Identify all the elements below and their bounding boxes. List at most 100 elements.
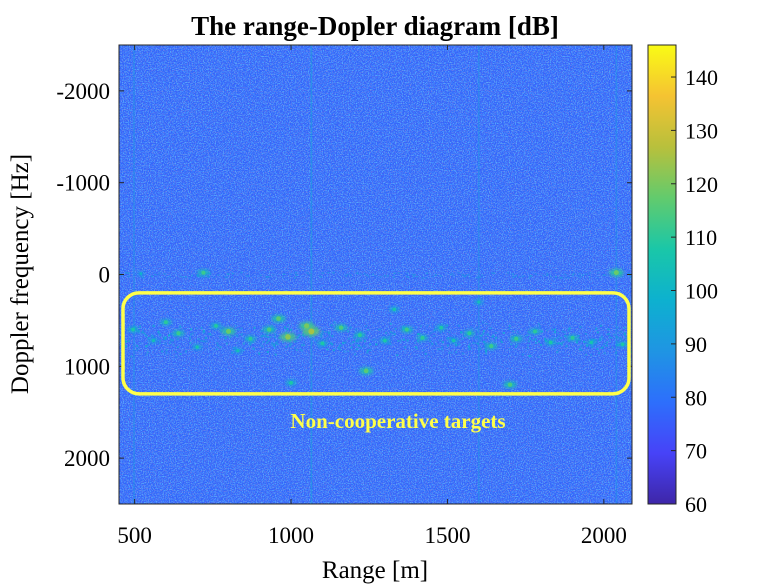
- clutter-cell: [295, 340, 298, 343]
- clutter-cell: [343, 350, 346, 353]
- clutter-cell: [271, 342, 274, 345]
- target-point: [320, 341, 325, 346]
- clutter-cell: [552, 335, 555, 338]
- clutter-cell: [258, 352, 261, 355]
- clutter-cell: [479, 347, 482, 350]
- clutter-cell: [556, 337, 559, 339]
- clutter-cell: [234, 346, 237, 349]
- colorbar-tick-label: 130: [685, 118, 718, 143]
- clutter-cell: [296, 335, 299, 338]
- clutter-cell: [591, 346, 594, 348]
- clutter-cell: [463, 335, 466, 338]
- clutter-cell: [431, 343, 434, 346]
- zero-doppler-cell: [309, 274, 312, 276]
- clutter-cell: [353, 349, 356, 352]
- clutter-cell: [191, 332, 194, 335]
- clutter-cell: [512, 330, 515, 333]
- zero-doppler-cell: [572, 272, 575, 275]
- clutter-cell: [602, 345, 605, 347]
- target-point: [570, 335, 575, 340]
- clutter-cell: [215, 348, 218, 351]
- zero-doppler-cell: [479, 276, 482, 278]
- target-point: [163, 320, 168, 325]
- clutter-cell: [470, 326, 473, 329]
- clutter-cell: [480, 337, 483, 340]
- zero-doppler-cell: [571, 274, 574, 276]
- clutter-cell: [389, 331, 392, 334]
- clutter-cell: [295, 349, 298, 352]
- clutter-cell: [141, 331, 144, 334]
- clutter-cell: [259, 343, 262, 346]
- clutter-cell: [439, 331, 442, 334]
- clutter-cell: [621, 334, 624, 337]
- clutter-cell: [363, 345, 366, 348]
- clutter-cell: [139, 341, 142, 344]
- clutter-cell: [251, 340, 254, 343]
- zero-doppler-cell: [550, 275, 553, 278]
- target-point: [236, 349, 240, 353]
- clutter-cell: [314, 339, 317, 342]
- target-point: [195, 345, 199, 349]
- colorbar-ticks: 60 70 80 90 100 110 120 130 140: [671, 65, 718, 517]
- clutter-cell: [418, 342, 421, 344]
- clutter-cell: [528, 355, 531, 358]
- zero-doppler-cell: [468, 274, 471, 276]
- clutter-cell: [303, 344, 306, 347]
- clutter-cell: [299, 329, 302, 332]
- target-point: [467, 331, 472, 336]
- zero-doppler-cell: [142, 277, 145, 279]
- y-tick-label: -1000: [56, 171, 110, 196]
- zero-doppler-cell: [332, 272, 335, 274]
- clutter-cell: [489, 339, 492, 342]
- clutter-cell: [337, 346, 340, 349]
- clutter-cell: [441, 341, 444, 344]
- clutter-cell: [150, 334, 153, 337]
- zero-doppler-cell: [463, 275, 466, 278]
- zero-doppler-cell: [268, 275, 271, 278]
- clutter-cell: [579, 326, 582, 329]
- clutter-cell: [417, 340, 419, 343]
- target-point: [285, 334, 291, 340]
- zero-doppler-cell: [240, 271, 243, 274]
- x-tick-label: 1000: [268, 523, 314, 548]
- clutter-cell: [299, 348, 302, 351]
- colorbar-tick-label: 100: [685, 279, 718, 304]
- clutter-cell: [619, 336, 622, 339]
- x-axis: 500 1000 1500 2000: [117, 45, 627, 548]
- clutter-cell: [300, 344, 303, 347]
- zero-doppler-cell: [416, 275, 419, 278]
- target-returns: [127, 268, 629, 389]
- clutter-cell: [595, 339, 598, 341]
- zero-doppler-cell: [518, 276, 521, 279]
- zero-doppler-cell: [461, 274, 464, 276]
- clutter-cell: [237, 328, 240, 331]
- clutter-cell: [603, 352, 606, 355]
- x-axis-label: Range [m]: [322, 557, 428, 584]
- clutter-cell: [189, 337, 191, 340]
- clutter-cell: [544, 339, 547, 342]
- clutter-cell: [416, 347, 418, 350]
- clutter-cell: [606, 333, 609, 336]
- target-point: [514, 336, 519, 341]
- clutter-cell: [404, 346, 407, 349]
- clutter-cell: [399, 339, 402, 342]
- clutter-cell: [526, 346, 529, 349]
- clutter-cell: [359, 339, 362, 342]
- clutter-cell: [209, 333, 211, 336]
- zero-doppler-cell: [578, 272, 581, 275]
- clutter-cell: [145, 345, 148, 348]
- clutter-cell: [135, 348, 138, 351]
- clutter-cell: [333, 321, 336, 324]
- y-tick-label: 0: [99, 263, 111, 288]
- target-point: [363, 368, 369, 374]
- clutter-cell: [406, 339, 409, 342]
- y-tick-label: 1000: [64, 354, 110, 379]
- clutter-cell: [216, 342, 219, 345]
- clutter-cell: [394, 327, 397, 330]
- zero-doppler-cell: [628, 272, 630, 275]
- clutter-cell: [414, 341, 417, 344]
- zero-doppler-cell: [383, 275, 386, 277]
- clutter-cell: [540, 343, 543, 346]
- clutter-cell: [231, 351, 233, 354]
- clutter-cell: [164, 342, 167, 345]
